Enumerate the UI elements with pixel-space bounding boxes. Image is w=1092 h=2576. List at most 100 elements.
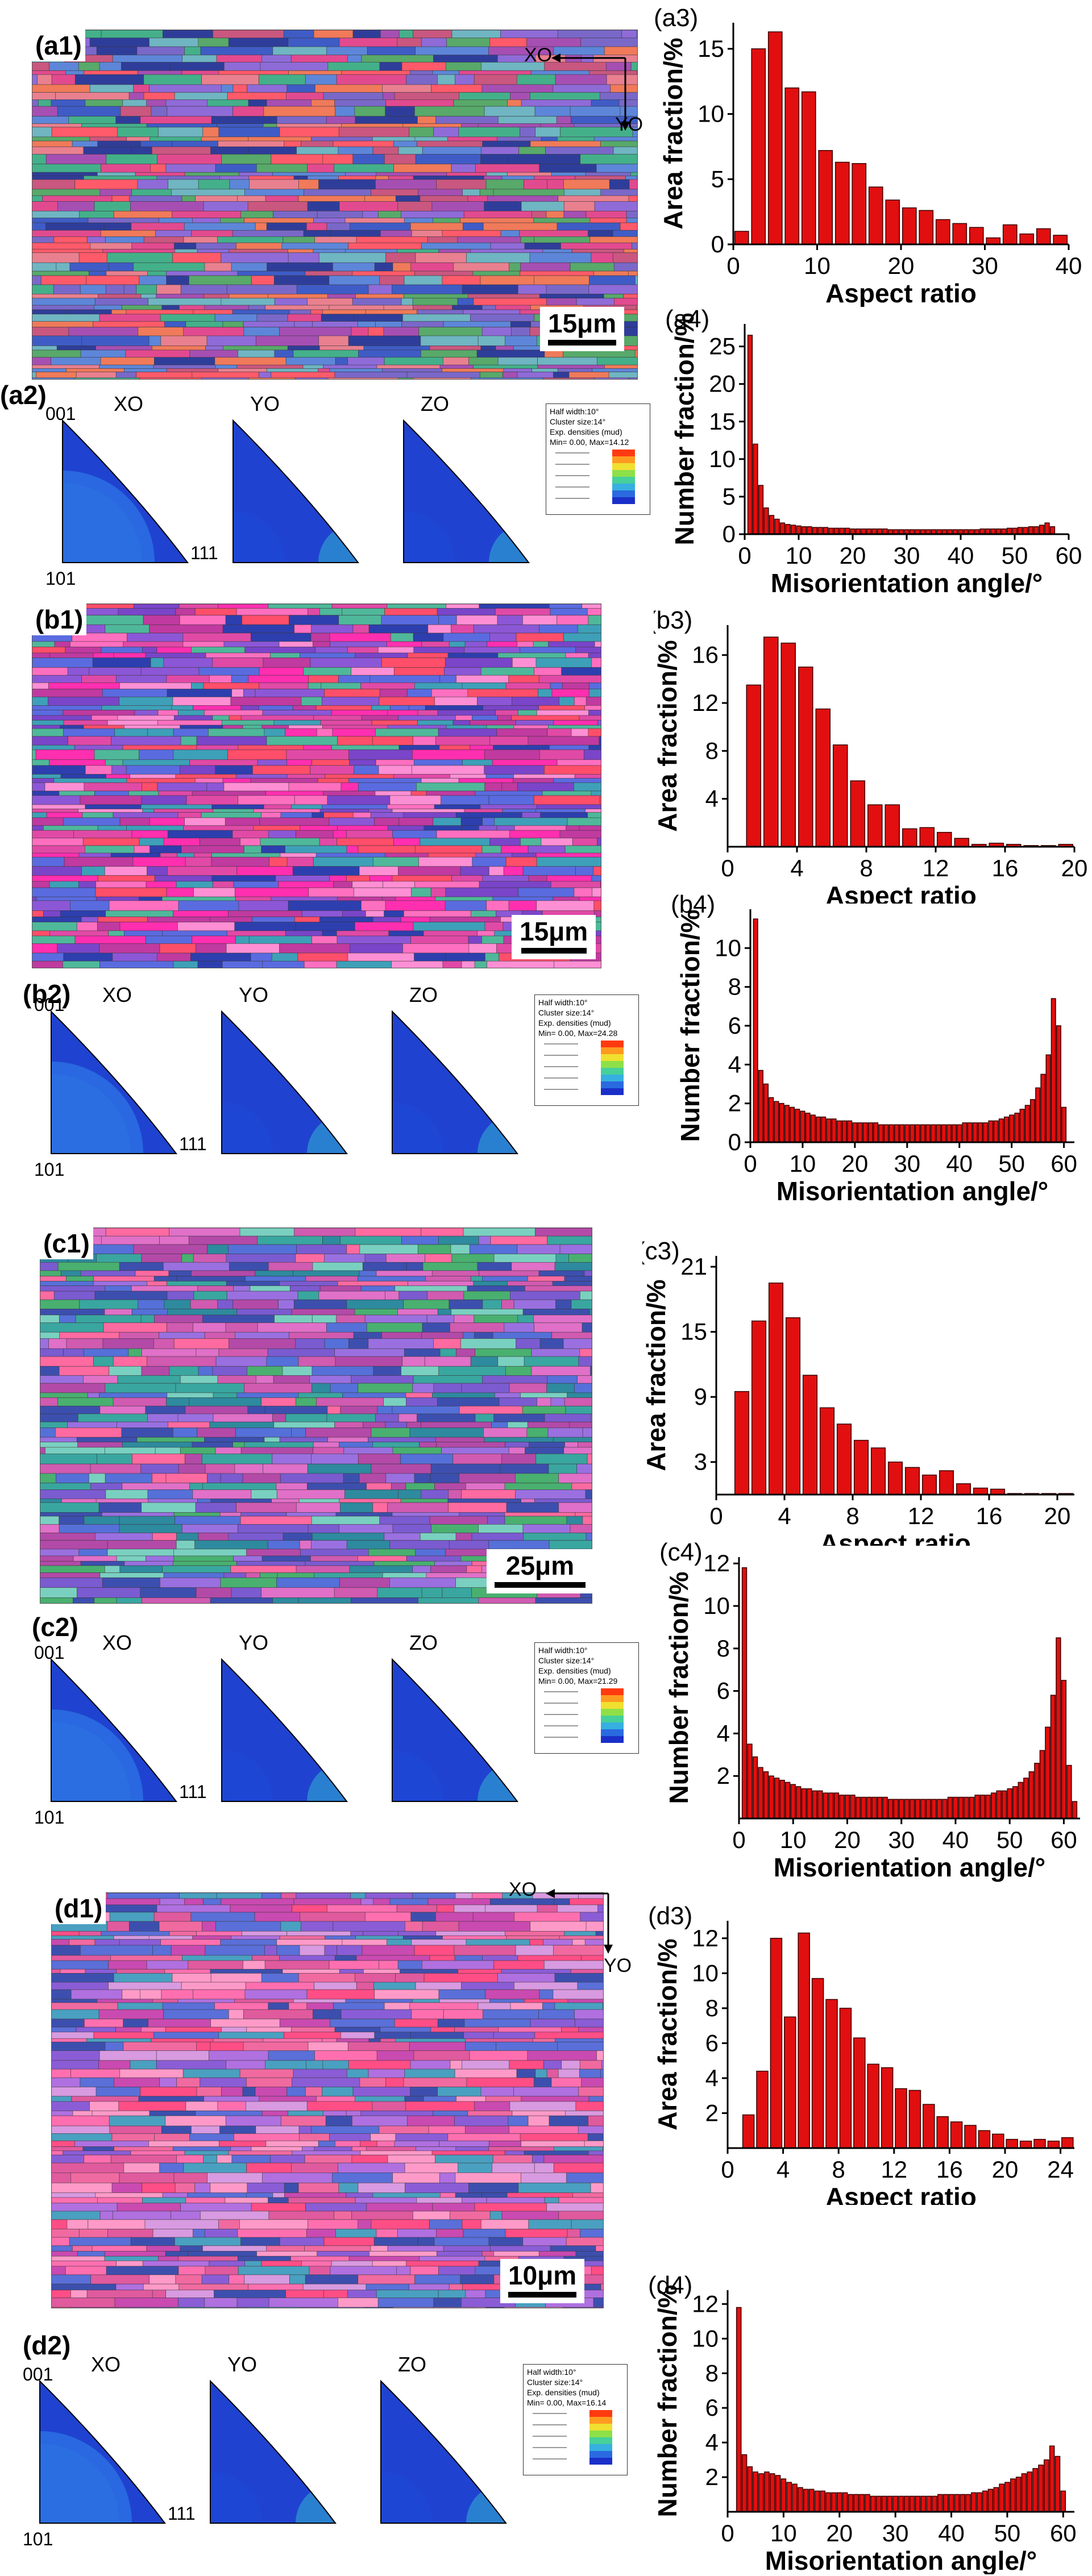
scale-bar-a1-line [548,340,617,346]
c4-bar [877,1796,883,1819]
c3-x-tick-label: 12 [908,1503,935,1529]
c4-y-axis-title: Number fraction/% [664,1572,694,1804]
chart-a4: 0 10 20 30 40 50 60 0 5 10 15 20 25 Misorientation an… [665,305,1082,598]
c4-bar [882,1796,888,1819]
d3-bar [825,1999,838,2149]
direction-label-xo-d1: XO [509,1879,537,1900]
c4-bar [866,1796,872,1819]
panel-label-d1: (d1) [51,1892,106,1924]
d4-bar [932,2495,937,2512]
c4-bar [850,1795,856,1819]
legend-line-l4: Min= 0.00, Max=24.28 [538,1029,618,1038]
a4-y-axis-title: Number fraction/% [670,313,699,546]
c4-bar [1061,1680,1067,1819]
d3-bar [1047,2140,1060,2149]
b3-bar [902,828,917,847]
d4-bar [753,2471,758,2512]
d4-x-tick-label: 10 [770,2520,797,2546]
a3-bar [834,161,850,245]
b3-x-tick-label: 4 [790,855,803,881]
d4-bar [792,2483,798,2512]
d4-x-tick-label: 40 [938,2520,965,2546]
d3-y-tick-label: 10 [692,1959,719,1986]
c4-bar [807,1788,812,1819]
b4-bar [894,1124,899,1143]
b4-bar [1051,998,1056,1143]
a3-x-tick-label: 40 [1056,252,1082,279]
ipf-density-legend: Half width:10° Cluster size:14° Exp. densi… [534,994,639,1106]
a4-bar [763,507,769,535]
b3-y-tick-label: 4 [705,785,719,812]
a3-bar [902,207,917,245]
b4-y-tick-label: 6 [728,1012,741,1039]
c4-bar [747,1743,753,1819]
d3-bar [895,2088,907,2149]
a3-bar [969,227,984,245]
c4-bar [790,1784,796,1819]
d4-bar [747,2466,753,2512]
ipf-pole-label-111: 111 [168,2503,196,2524]
c4-bar [969,1796,975,1819]
c4-y-tick-label: 8 [717,1635,730,1662]
b4-y-tick-label: 2 [728,1090,741,1117]
a3-bar [734,231,749,245]
b4-bar [1035,1087,1041,1143]
d3-y-tick-label: 6 [705,2029,719,2056]
a3-bar [767,31,783,245]
c3-bar [956,1483,971,1495]
chart-c4: 0 10 20 30 40 50 60 2 4 6 8 10 12 Misorientation angl… [659,1538,1080,1882]
a3-bar [852,163,867,245]
ipf-axis-label-yo: YO [239,1631,269,1654]
c3-bar [751,1320,767,1495]
d4-bar [1027,2471,1033,2512]
a4-bar [833,527,840,535]
ipf-axis-label-zo: ZO [409,1631,438,1654]
d4-bar [1021,2473,1027,2512]
d4-bar [825,2492,831,2512]
b4-bar [763,1083,769,1143]
b3-bar [815,708,831,847]
c3-x-tick-label: 20 [1044,1503,1071,1529]
c3-bar [973,1487,989,1495]
b4-bar [998,1118,1004,1143]
xo-arrowhead [551,53,560,63]
panel-label-b2: (b2) [23,979,71,1009]
d4-bar [915,2495,921,2512]
c3-bar [904,1467,920,1495]
legend-line-l3: Exp. densities (mud) [550,427,622,436]
b4-bar [836,1120,842,1143]
d4-bar [1015,2477,1022,2512]
scale-bar-b1-line [521,948,587,954]
d3-bar [908,2090,921,2149]
legend-line-l4: Min= 0.00, Max=14.12 [550,438,629,447]
b4-panel-label: (b4) [671,892,715,918]
c4-bar [1028,1771,1034,1819]
d4-bar [741,2454,748,2512]
legend-line-l3: Exp. densities (mud) [527,2388,600,2397]
c4-bar [828,1792,834,1819]
b4-bar [774,1101,779,1143]
a3-y-tick-label: 10 [697,101,724,127]
c4-x-tick-label: 0 [732,1826,745,1853]
d4-bar [887,2495,893,2512]
b4-bar [826,1118,832,1143]
yo-arrowhead [621,122,630,131]
b4-bar [878,1124,884,1143]
ipf-axis-label-xo: XO [102,1631,132,1654]
c4-bar [1023,1778,1029,1819]
a3-x-tick-label: 20 [888,252,915,279]
c3-y-tick-label: 15 [680,1318,707,1345]
scale-bar-d1: 10μm [500,2259,585,2303]
b3-y-tick-label: 8 [705,737,719,764]
a3-y-tick-label: 0 [711,231,724,257]
a4-bar [1039,525,1045,535]
d4-bar [786,2482,792,2512]
legend-line-l4: Min= 0.00, Max=16.14 [527,2398,607,2407]
a4-x-tick-label: 50 [1002,542,1028,569]
c4-bar [899,1799,904,1819]
b3-bar [833,744,848,847]
direction-label-yo-a1: YO [615,114,643,135]
a3-bar [952,223,968,245]
ebsd-map-b1-grains [32,604,601,968]
